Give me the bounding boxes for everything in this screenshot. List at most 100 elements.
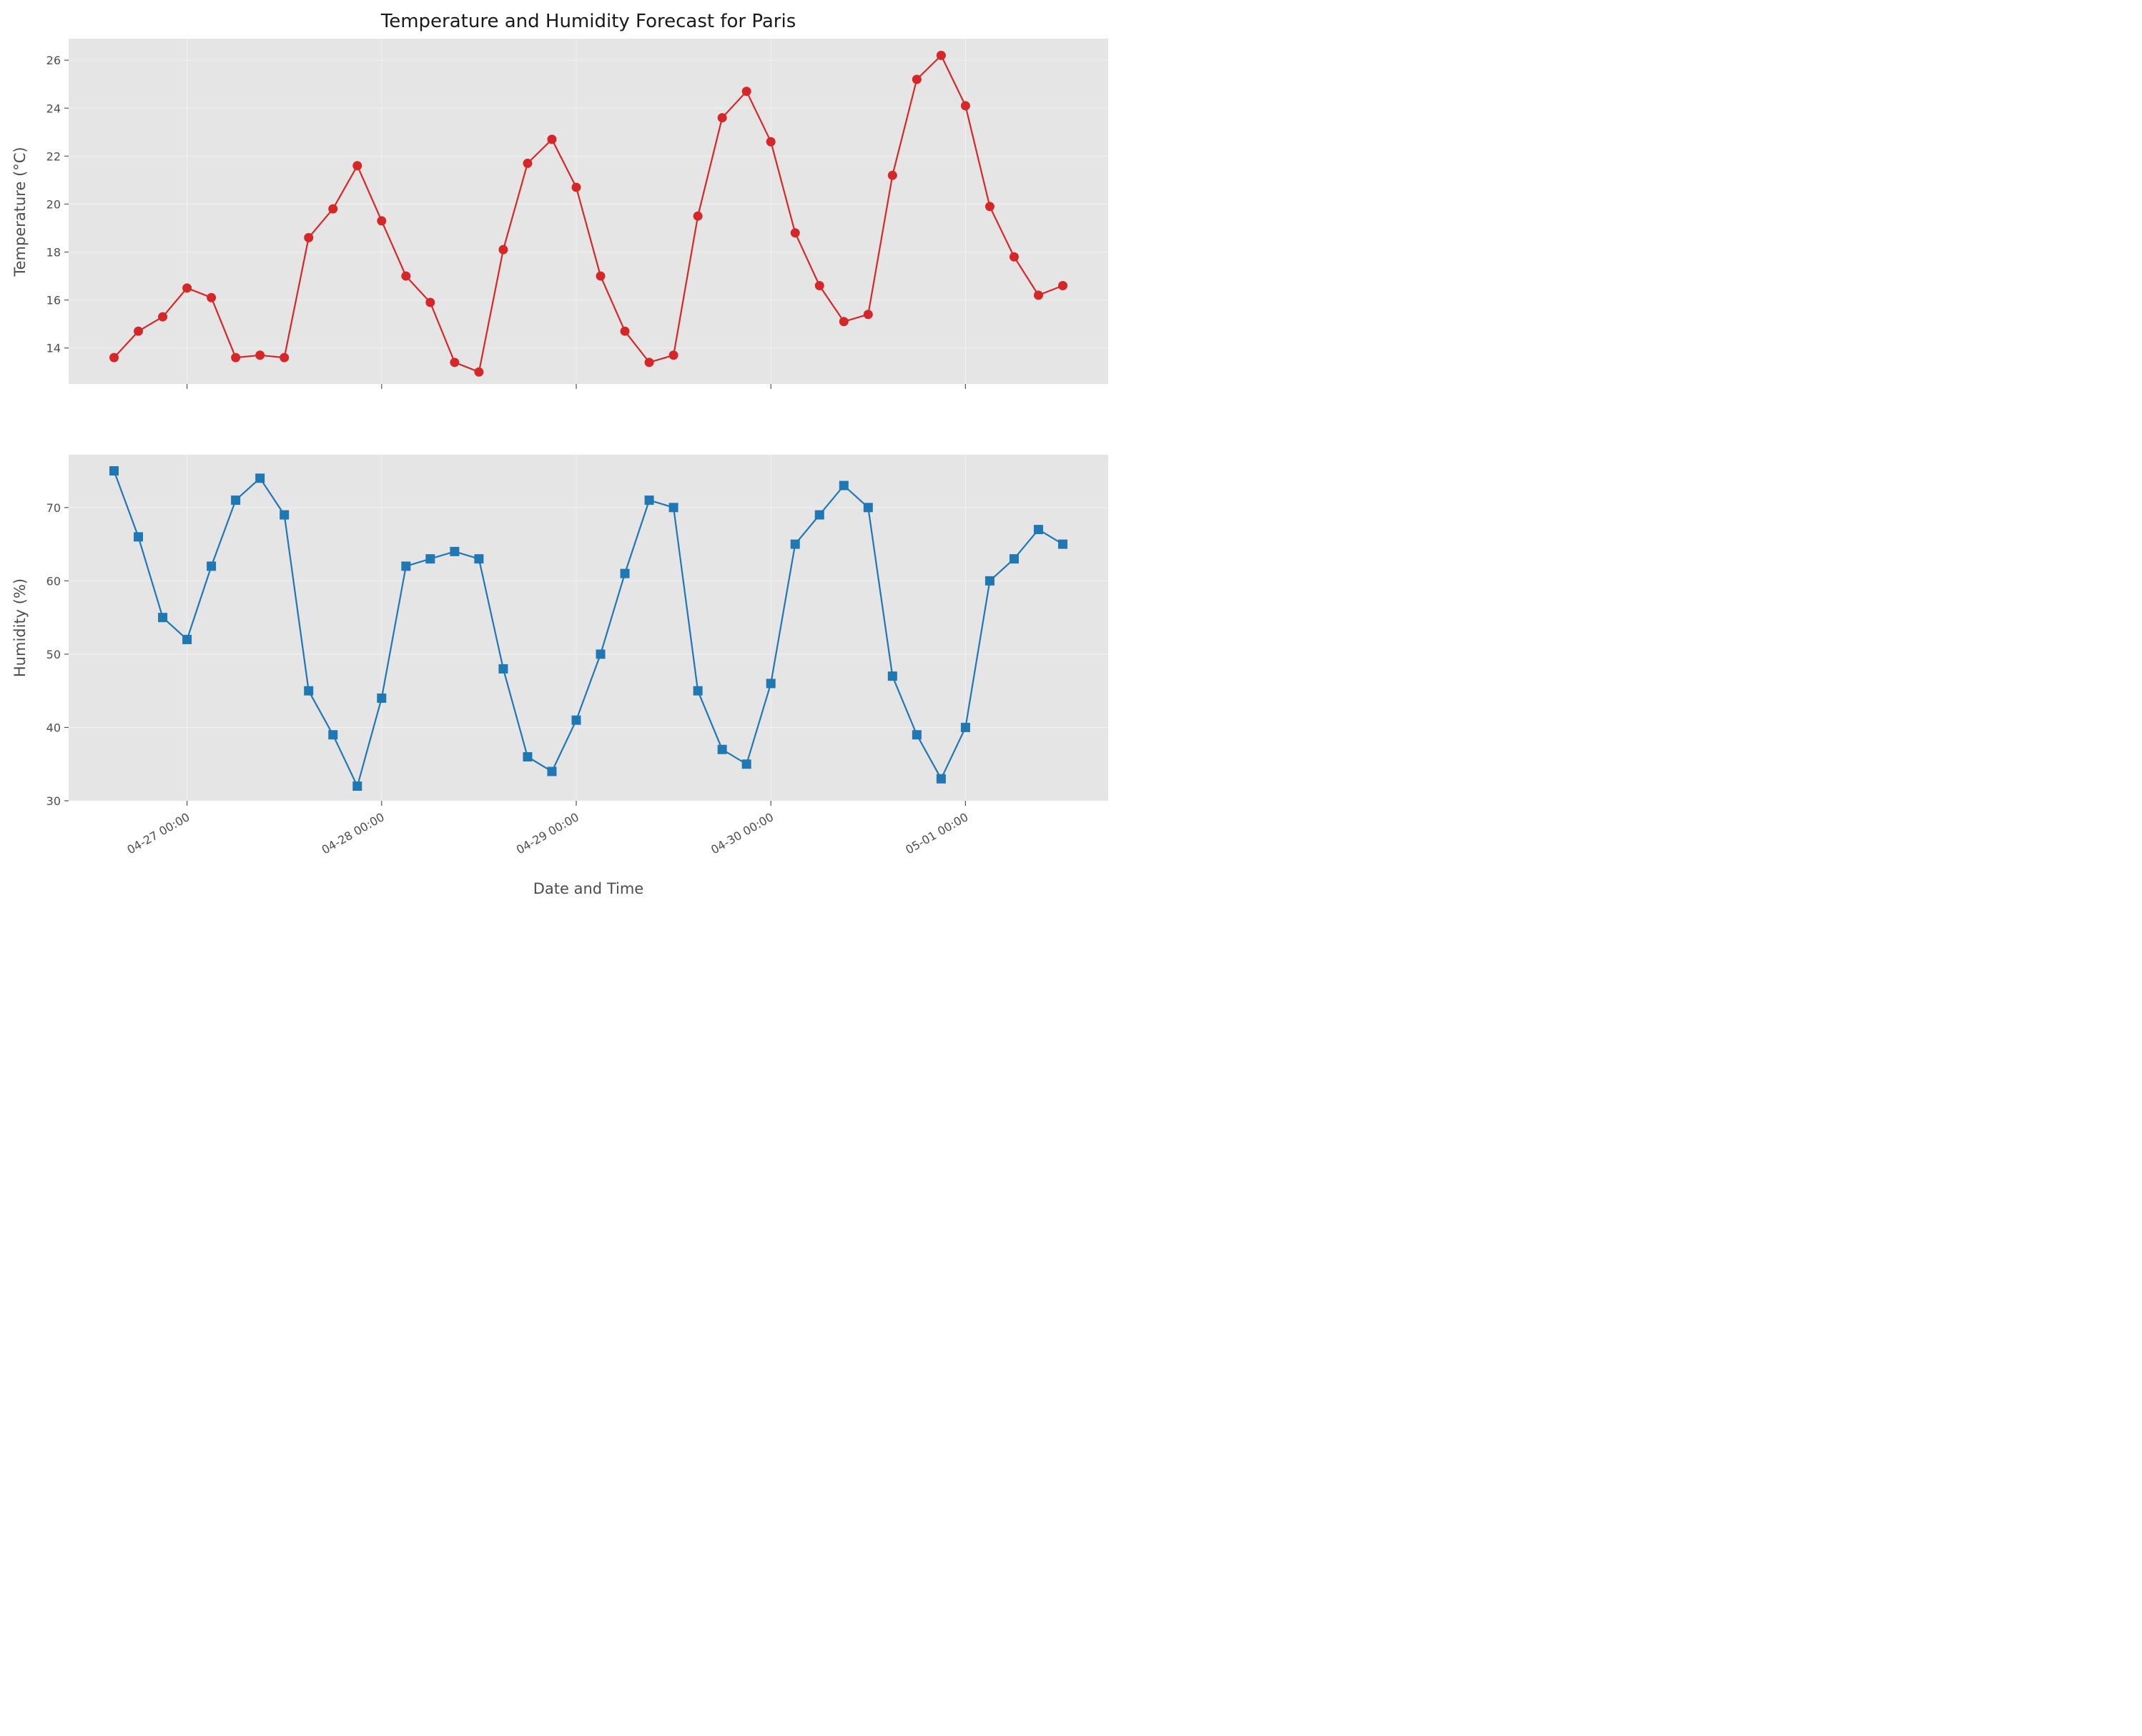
humidity-point: [134, 532, 144, 542]
humidity-y-tick-label: 70: [46, 501, 61, 515]
humidity-point: [790, 539, 800, 549]
humidity-point: [814, 510, 824, 520]
humidity-point: [887, 671, 897, 681]
humidity-point: [280, 510, 290, 520]
temperature-point: [620, 326, 630, 336]
temperature-point: [425, 297, 435, 307]
chart-title: Temperature and Humidity Forecast for Pa…: [380, 11, 796, 32]
humidity-gridlines: [69, 455, 1108, 802]
humidity-point: [741, 759, 751, 769]
temperature-point: [134, 326, 144, 336]
temperature-point: [1009, 252, 1019, 262]
humidity-line: [113, 470, 1064, 787]
temperature-point: [352, 161, 362, 171]
humidity-point: [984, 576, 994, 586]
temperature-point: [109, 352, 119, 363]
humidity-y-tick-label: 30: [46, 794, 61, 808]
temperature-point: [474, 367, 484, 377]
humidity-point: [328, 730, 338, 740]
humidity-point: [304, 686, 314, 696]
humidity-plot-area: [69, 455, 1108, 801]
humidity-y-tick-label: 60: [46, 574, 61, 588]
temperature-plot-area: [69, 39, 1108, 384]
humidity-point: [912, 730, 922, 740]
humidity-y-tick-label: 50: [46, 648, 61, 661]
temperature-point: [182, 283, 192, 293]
humidity-y-tick-label: 40: [46, 721, 61, 734]
humidity-y-ticks: 30 40 50 60 70: [46, 501, 69, 808]
temperature-point: [912, 74, 922, 84]
temperature-point: [280, 352, 290, 363]
chart-figure: Temperature and Humidity Forecast for Pa…: [11, 11, 1108, 897]
temperature-point: [450, 357, 460, 368]
temperature-point: [863, 310, 873, 320]
humidity-point: [596, 649, 606, 659]
temperature-point: [741, 87, 751, 97]
temperature-point: [717, 113, 727, 123]
temperature-y-tick-label: 14: [46, 342, 61, 355]
humidity-point: [523, 751, 533, 761]
humidity-point: [571, 715, 581, 725]
humidity-point: [693, 686, 703, 696]
humidity-point: [668, 503, 678, 513]
temperature-point: [523, 158, 533, 168]
humidity-point: [717, 744, 727, 754]
temperature-point: [207, 292, 217, 302]
temperature-point: [255, 350, 265, 360]
temperature-point: [377, 216, 387, 226]
humidity-point: [620, 568, 630, 578]
temperature-point: [839, 317, 849, 327]
humidity-point: [231, 495, 241, 505]
x-tick-label: 04-29 00:00: [514, 810, 581, 857]
temperature-point: [547, 134, 557, 144]
temperature-y-tick-label: 26: [46, 54, 61, 67]
temperature-y-tick-label: 20: [46, 197, 61, 211]
humidity-point: [839, 480, 849, 490]
humidity-point: [1058, 539, 1067, 549]
humidity-point: [425, 554, 435, 564]
humidity-point: [401, 561, 411, 571]
humidity-y-axis-label: Humidity (%): [11, 578, 29, 677]
humidity-point: [547, 766, 557, 776]
temperature-point: [1058, 280, 1067, 290]
temperature-point: [693, 211, 703, 221]
humidity-point: [207, 561, 217, 571]
temperature-y-axis-label: Temperature (°C): [11, 147, 29, 277]
humidity-point: [255, 473, 265, 483]
humidity-point: [498, 664, 508, 674]
temperature-point: [498, 245, 508, 255]
temperature-series: [109, 50, 1067, 377]
temperature-subplot: 14 16 18 20 22 24 26 Temperature (°C): [11, 39, 1108, 389]
x-axis-label: Date and Time: [533, 880, 643, 897]
temperature-y-ticks: 14 16 18 20 22 24 26: [46, 54, 69, 355]
x-tick-label: 05-01 00:00: [903, 810, 970, 857]
humidity-point: [766, 679, 776, 689]
humidity-point: [960, 722, 970, 732]
temperature-point: [766, 137, 776, 147]
temperature-point: [328, 204, 338, 214]
temperature-y-tick-label: 22: [46, 149, 61, 163]
humidity-point: [1033, 525, 1043, 535]
humidity-point: [644, 495, 654, 505]
humidity-point: [863, 503, 873, 513]
temperature-point: [644, 357, 654, 368]
temperature-point: [401, 271, 411, 281]
x-tick-label: 04-27 00:00: [124, 810, 192, 857]
temperature-point: [936, 50, 946, 60]
temperature-point: [1033, 290, 1043, 300]
temperature-y-tick-label: 16: [46, 294, 61, 307]
temperature-point: [790, 228, 800, 238]
humidity-point: [377, 693, 387, 703]
temperature-point: [231, 352, 241, 363]
temperature-line: [113, 54, 1063, 373]
humidity-point: [158, 613, 168, 623]
temperature-y-tick-label: 18: [46, 246, 61, 260]
temperature-point: [668, 350, 678, 360]
humidity-point: [936, 774, 946, 784]
humidity-series: [109, 466, 1067, 791]
temperature-gridlines: [69, 39, 1108, 384]
humidity-x-ticks: 04-27 00:00 04-28 00:00 04-29 00:00 04-30 0…: [124, 801, 970, 857]
temperature-point: [304, 232, 314, 242]
temperature-y-tick-label: 24: [46, 102, 61, 115]
humidity-subplot: 04-27 00:00 04-28 00:00 04-29 00:00 04-30 0…: [11, 455, 1108, 857]
